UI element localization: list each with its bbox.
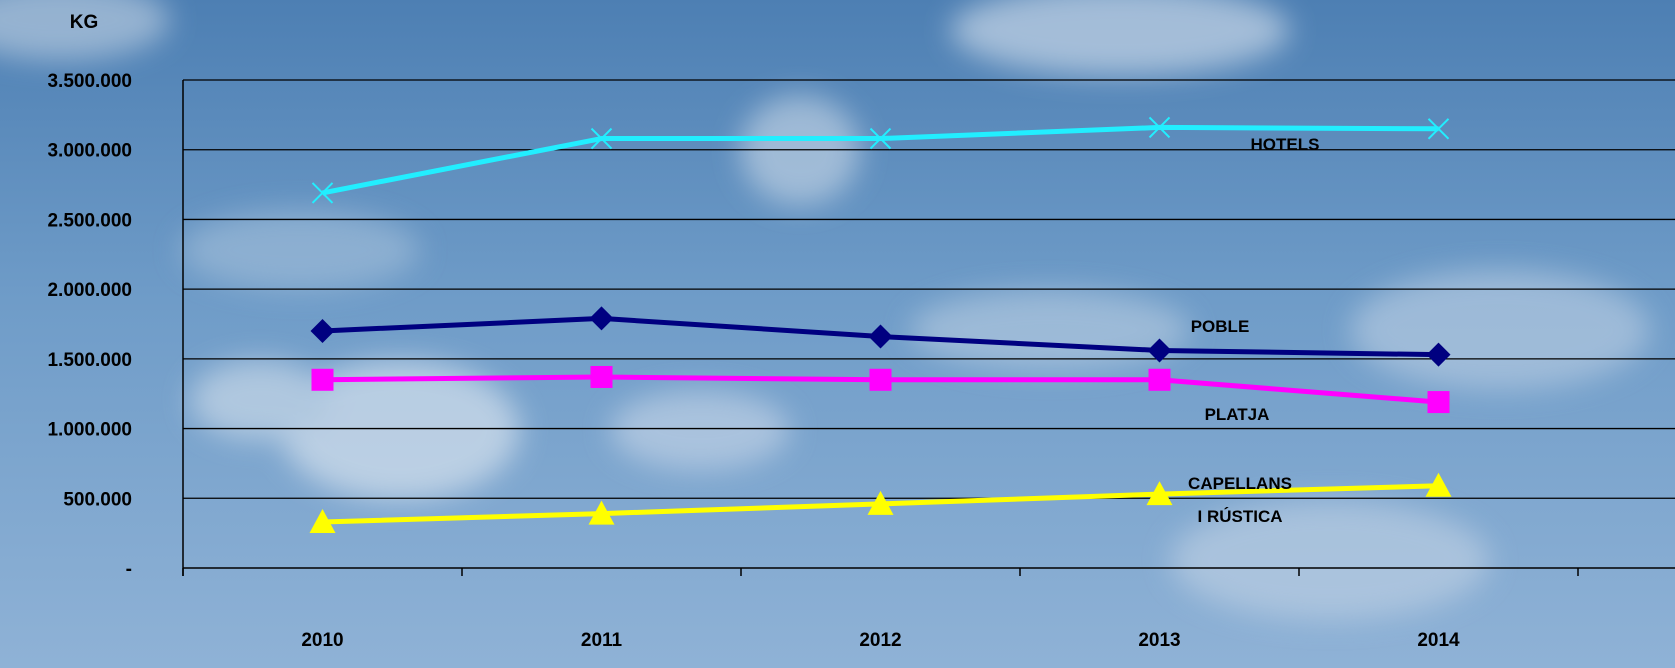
data-point-hotels (1427, 118, 1450, 140)
data-point-hotels (311, 182, 334, 204)
data-point-poble (1426, 342, 1451, 367)
x-tick-labels: 2010 2011 2012 2013 2014 (301, 630, 1460, 651)
series-platja (311, 365, 1450, 414)
series-hotels (311, 116, 1450, 204)
x-tick-label: 2010 (301, 630, 343, 651)
grid-lines (183, 79, 1675, 499)
x-tick-label: 2014 (1417, 630, 1460, 651)
series-label-poble: POBLE (1191, 317, 1250, 336)
data-point-capellans (1146, 481, 1173, 506)
data-point-capellans (588, 500, 615, 525)
data-point-platja (1148, 368, 1171, 391)
x-tick-label: 2012 (859, 630, 901, 651)
data-point-platja (869, 368, 892, 391)
y-tick-label: 1.500.000 (47, 350, 132, 371)
data-point-platja (311, 368, 334, 391)
data-point-hotels (590, 127, 613, 150)
data-point-capellans (867, 490, 894, 515)
data-point-platja (590, 365, 613, 388)
data-point-hotels (869, 127, 892, 150)
y-tick-label: 3.000.000 (47, 141, 132, 162)
data-point-capellans (1425, 472, 1452, 497)
series-poble (310, 306, 1451, 367)
data-point-capellans (309, 508, 336, 534)
data-point-hotels (1148, 116, 1171, 139)
series-label-platja: PLATJA (1205, 405, 1270, 424)
series-layer (309, 116, 1452, 534)
series-label-hotels: HOTELS (1251, 135, 1320, 154)
data-point-poble (589, 306, 614, 331)
series-capellans (309, 472, 1452, 534)
series-label-capellans: I RÚSTICA (1198, 507, 1283, 526)
y-tick-label: 2.000.000 (47, 280, 132, 301)
data-point-platja (1427, 391, 1450, 414)
data-point-poble (1147, 338, 1172, 363)
series-label-capellans: CAPELLANS (1188, 474, 1292, 493)
x-tick-label: 2013 (1138, 630, 1180, 651)
y-tick-label: 3.500.000 (47, 71, 132, 92)
y-tick-labels: - 500.000 1.000.000 1.500.000 2.000.000 2.500… (47, 71, 132, 580)
y-tick-label: 2.500.000 (47, 210, 132, 231)
y-axis-label: KG (70, 12, 99, 33)
data-point-poble (310, 318, 335, 343)
axes (182, 80, 1675, 576)
data-point-poble (868, 324, 893, 349)
y-tick-label: 500.000 (63, 489, 132, 510)
series-labels: HOTELS POBLE PLATJA CAPELLANS I RÚSTICA (1188, 135, 1319, 526)
x-tick-label: 2011 (581, 630, 623, 651)
y-tick-label: 1.000.000 (47, 420, 132, 441)
y-tick-label: - (126, 559, 132, 580)
